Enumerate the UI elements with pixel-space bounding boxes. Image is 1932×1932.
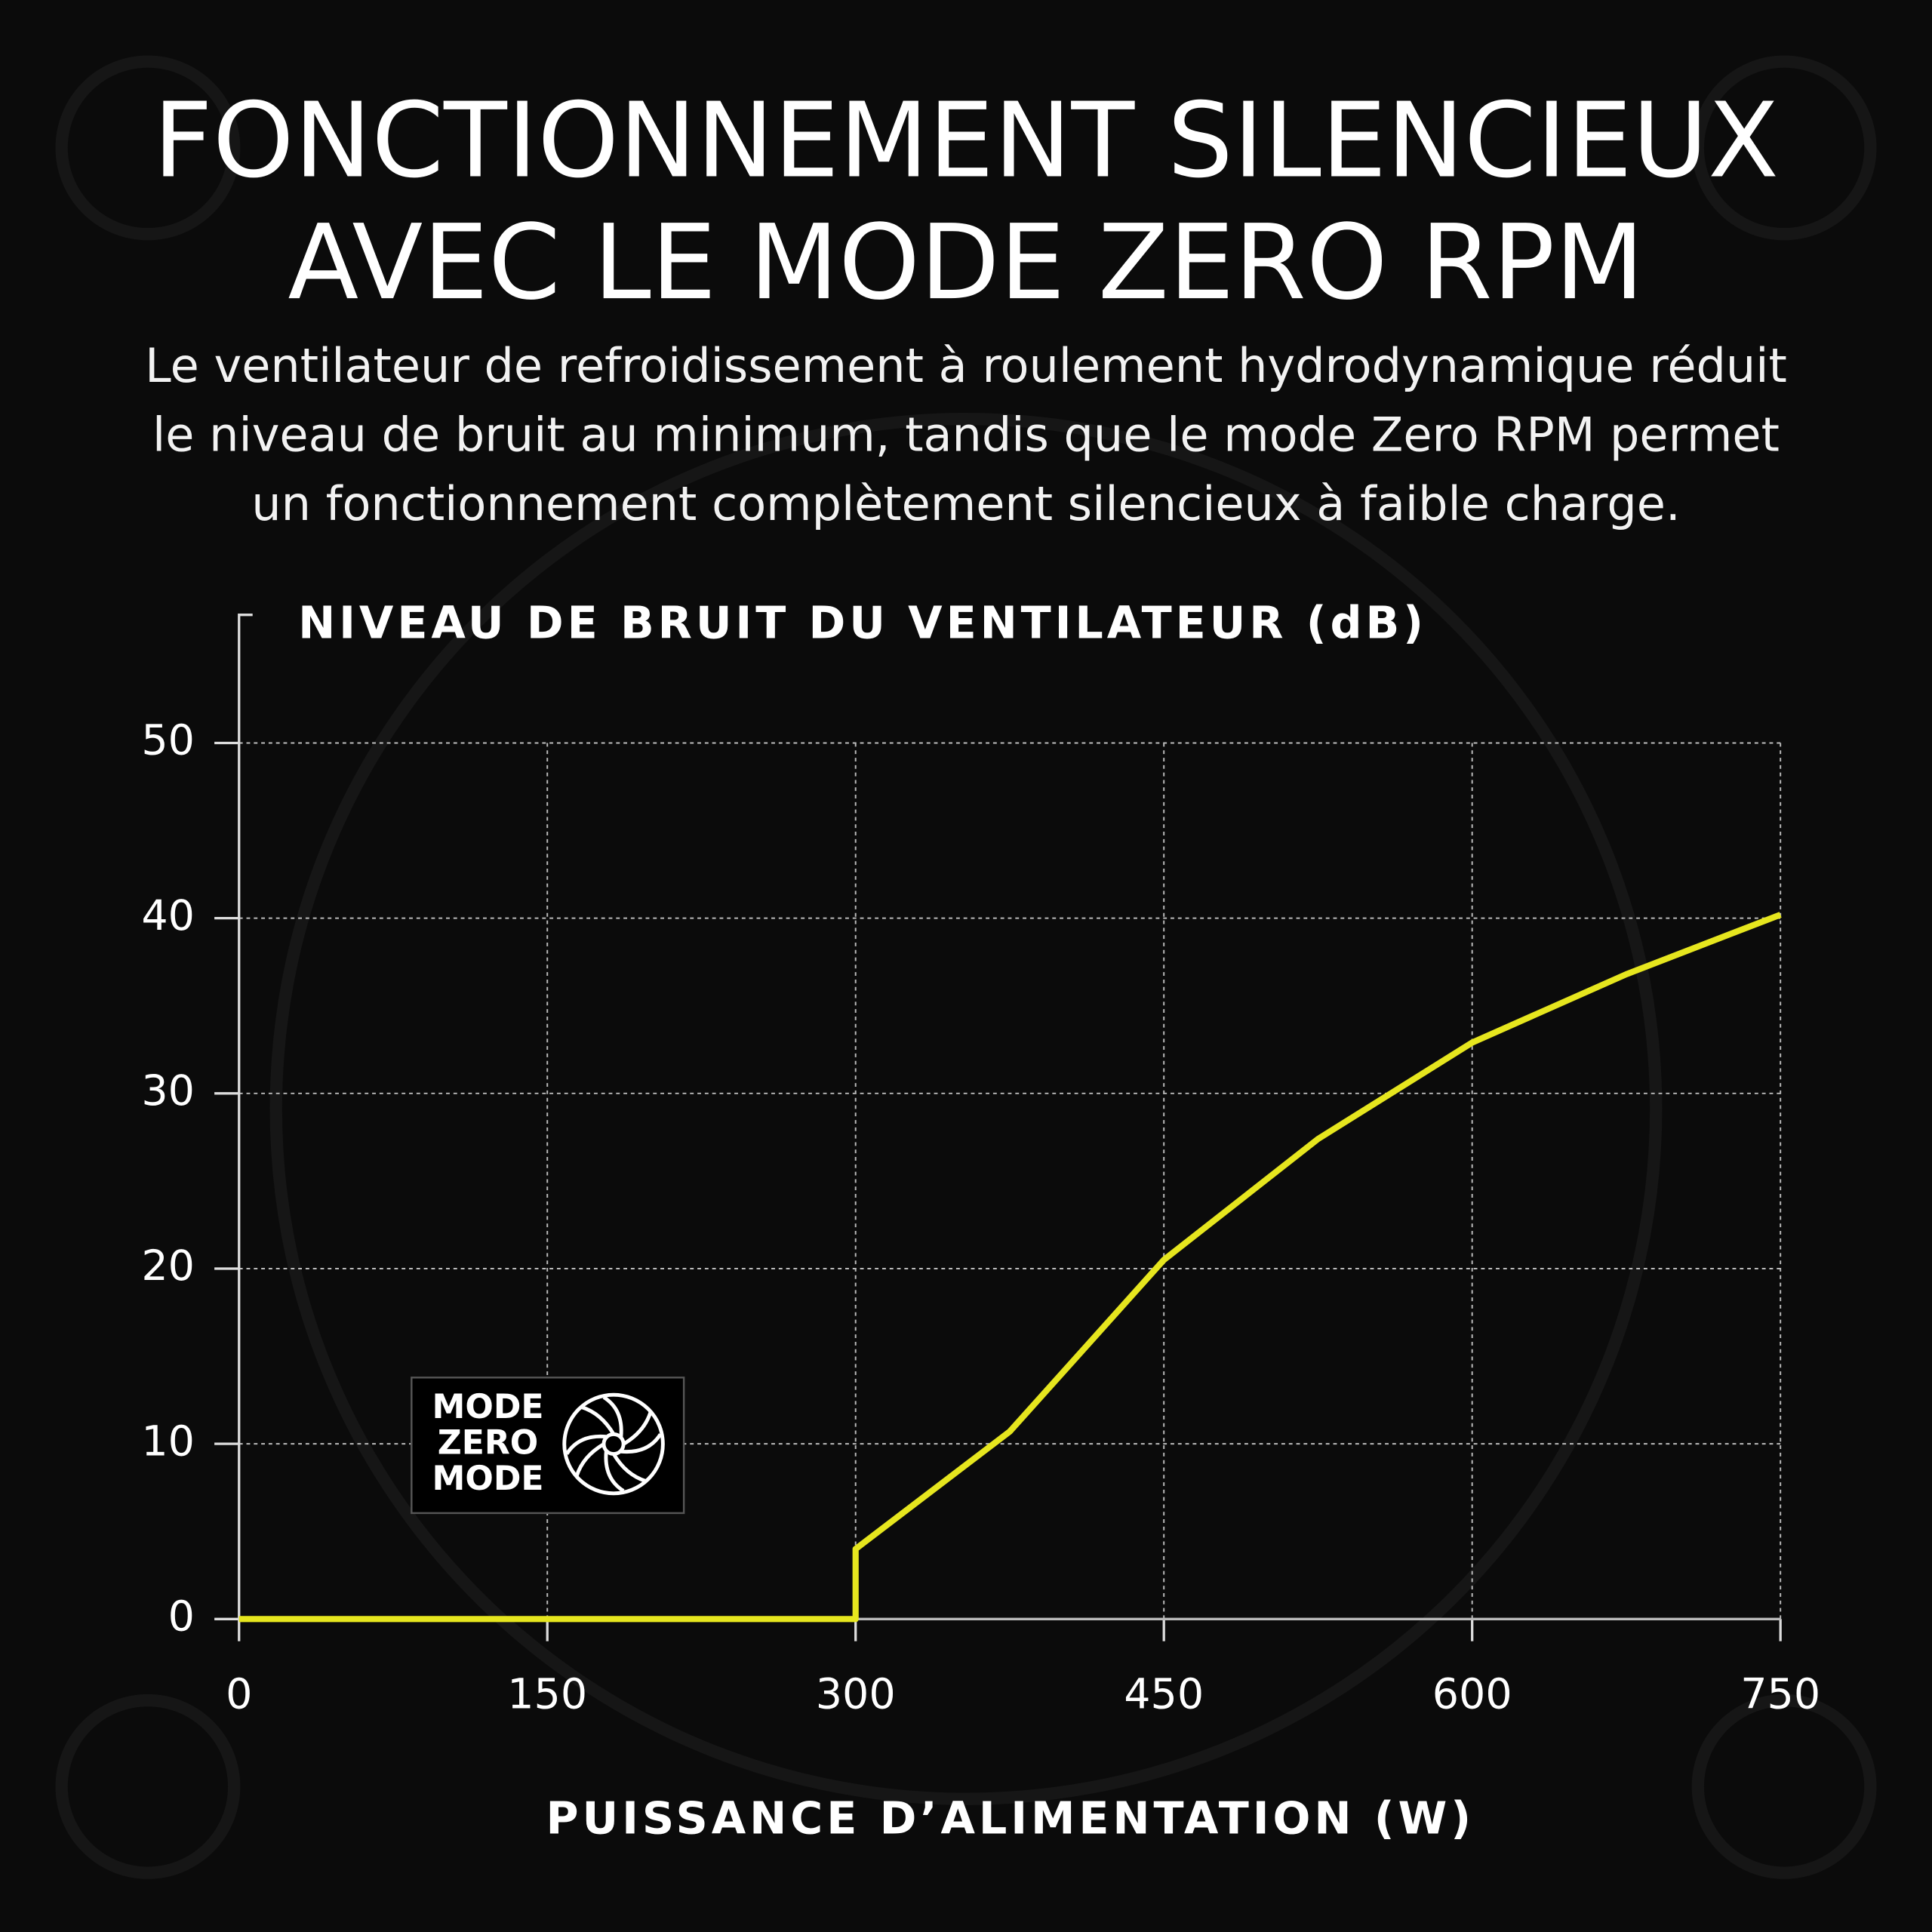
badge: MODE ZERO MODE: [411, 1377, 685, 1515]
x-tick-label: 150: [507, 1669, 587, 1718]
y-tick-label: 30: [141, 1066, 195, 1115]
fan-icon: [562, 1392, 665, 1496]
x-tick-label: 450: [1124, 1669, 1204, 1718]
y-axis: [238, 614, 253, 1620]
y-tick-label: 40: [141, 891, 195, 940]
title-line: AVEC LE MODE ZERO RPM: [288, 203, 1644, 323]
y-tick-label: 10: [141, 1417, 195, 1466]
badge-text: ZERO: [438, 1424, 538, 1463]
x-tick-label: 600: [1432, 1669, 1512, 1718]
y-tick-label: 20: [141, 1241, 195, 1291]
data-line: [238, 912, 1782, 1623]
badge-text: MODE: [432, 1460, 544, 1498]
x-tick-label: 300: [816, 1669, 896, 1718]
x-tick-label: 750: [1740, 1669, 1820, 1718]
x-axis-title: PUISSANCE D’ALIMENTATION (W): [546, 1792, 1475, 1844]
subtitle-line: un fonctionnement complètement silencieu…: [251, 476, 1680, 531]
y-tick-label: 0: [168, 1592, 195, 1641]
y-axis-title: NIVEAU DE BRUIT DU VENTILATEUR (dB): [298, 597, 1427, 649]
badge-text: MODE: [432, 1388, 544, 1426]
x-tick-label: 0: [226, 1669, 252, 1718]
subtitle-line: Le ventilateur de refroidissement à roul…: [145, 338, 1787, 393]
title-line: FONCTIONNEMENT SILENCIEUX: [153, 81, 1779, 201]
subtitle-line: le niveau de bruit au minimum, tandis qu…: [152, 408, 1780, 463]
background-pattern: [55, 55, 1877, 1879]
y-tick-label: 50: [141, 716, 195, 765]
